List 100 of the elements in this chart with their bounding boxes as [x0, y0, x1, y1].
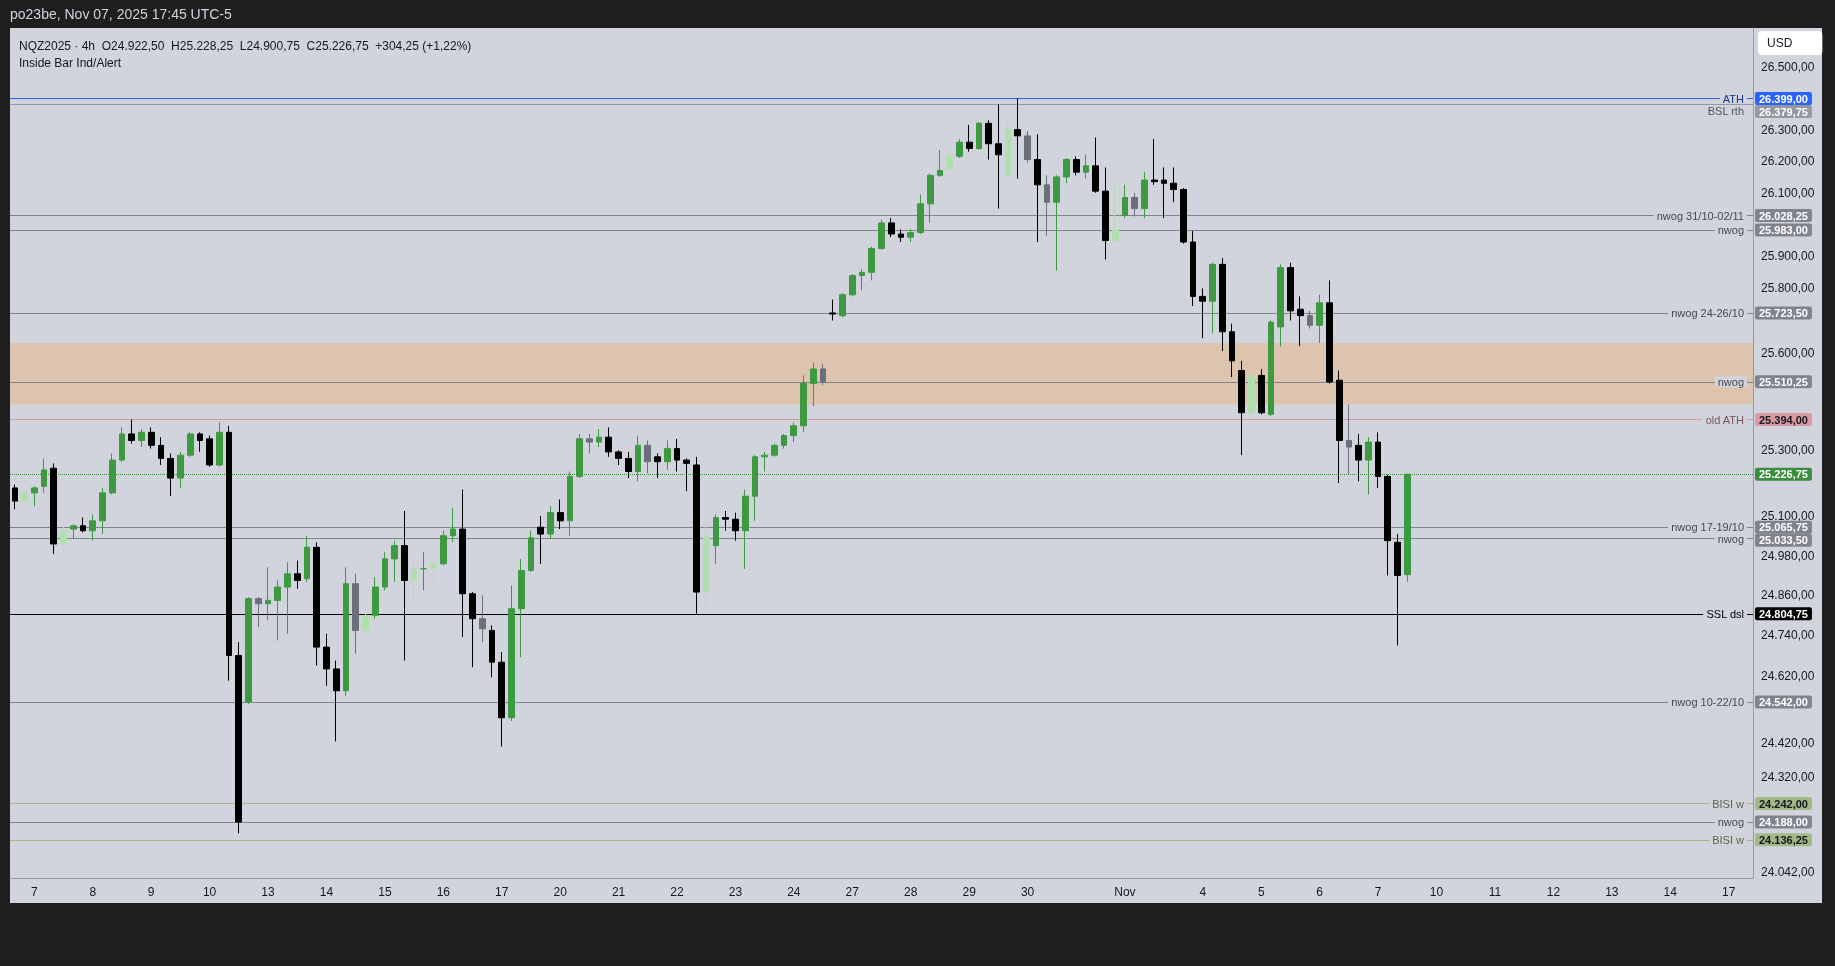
candlestick: [810, 361, 817, 407]
candlestick: [683, 457, 690, 492]
candlestick: [1229, 323, 1235, 378]
ref-line-label: nwog: [1717, 816, 1744, 829]
candlestick: [138, 428, 145, 448]
text: 25.723,50: [1759, 306, 1808, 319]
candlestick: [674, 438, 680, 473]
candlestick: [1316, 294, 1323, 344]
candlestick: [80, 517, 86, 533]
ref-line-label: nwog 10-22/10: [1671, 695, 1744, 708]
candlestick: [917, 193, 924, 235]
y-tick-label: 24.620,00: [1761, 668, 1815, 683]
candlestick: [868, 246, 875, 281]
x-tick-label: 30: [1020, 885, 1035, 899]
x-tick-label: 29: [962, 885, 977, 899]
candlestick: [1063, 157, 1070, 184]
candlestick: [1199, 287, 1206, 339]
candlestick: [1102, 166, 1109, 261]
candlestick: [849, 273, 856, 297]
x-tick-label: 14: [319, 885, 334, 899]
candlestick: [518, 558, 525, 658]
candlestick: [888, 217, 895, 238]
candlestick: [158, 436, 164, 466]
x-tick-label: 8: [89, 885, 97, 899]
x-tick-label: 14: [1663, 885, 1678, 899]
candlestick: [508, 584, 515, 722]
ref-line-label: nwog 17-19/10: [1671, 521, 1744, 534]
x-tick-label: 22: [670, 885, 685, 899]
candlestick: [722, 510, 729, 532]
x-tick-label: 15: [378, 885, 392, 899]
candlestick: [1034, 133, 1041, 243]
candlestick: [1005, 122, 1011, 179]
candlestick: [420, 551, 427, 591]
candlestick: [1170, 166, 1177, 203]
candlestick: [1268, 320, 1274, 417]
candlestick: [644, 439, 651, 474]
ref-line-label: nwog 31/10-02/11: [1656, 209, 1744, 222]
candlestick: [839, 292, 846, 318]
text: 24.188,00: [1759, 816, 1808, 829]
candlestick: [391, 540, 398, 583]
candlestick: [654, 453, 661, 479]
candlestick: [1083, 154, 1089, 179]
candlestick: [713, 513, 719, 565]
candlestick: [907, 228, 914, 243]
candlestick: [781, 433, 787, 450]
candlestick: [976, 121, 982, 151]
candlestick: [216, 422, 223, 468]
x-tick-label: 11: [1488, 885, 1502, 899]
y-tick-label: 25.100,00: [1761, 508, 1815, 523]
y-tick-label: 24.860,00: [1761, 588, 1815, 603]
candlestick: [878, 219, 885, 251]
text: 26.028,25: [1759, 209, 1808, 222]
candlestick: [1375, 431, 1381, 489]
x-tick-label: 7: [1374, 885, 1382, 899]
candlestick: [21, 490, 28, 504]
candlestick: [284, 561, 291, 635]
candlestick: [586, 433, 593, 455]
text: Inside Bar Ind/Alert: [19, 56, 122, 70]
y-tick-label: 25.800,00: [1761, 281, 1815, 296]
candlestick: [1326, 279, 1333, 384]
candlestick: [605, 426, 612, 458]
text: 24.136,25: [1759, 833, 1808, 846]
text: 26.399,00: [1759, 92, 1808, 105]
candlestick: [956, 138, 963, 159]
x-tick-label: 23: [728, 885, 743, 899]
y-tick-label: 26.200,00: [1761, 154, 1815, 169]
x-tick-label: 10: [202, 885, 217, 899]
candlestick: [352, 573, 359, 655]
candlestick: [615, 449, 622, 466]
candlestick: [966, 124, 973, 153]
x-tick-label: 10: [1429, 885, 1444, 899]
candlestick: [1297, 295, 1304, 347]
candlestick: [1190, 230, 1196, 307]
text: 25.983,00: [1759, 223, 1808, 236]
x-tick-label: 28: [904, 885, 918, 899]
text: 25.394,00: [1759, 413, 1808, 426]
text: 24.542,00: [1759, 695, 1808, 708]
x-tick-label: 12: [1546, 885, 1561, 899]
candlestick: [742, 489, 749, 570]
candlestick: [664, 439, 671, 471]
x-tick-label: 5: [1257, 885, 1265, 899]
candlestick: [1336, 370, 1343, 484]
candlestick: [274, 579, 281, 641]
candlestick: [732, 512, 739, 542]
x-tick-label: 7: [31, 885, 38, 899]
y-tick-label: 24.420,00: [1761, 736, 1815, 751]
candlestick: [70, 523, 77, 540]
candlestick: [829, 299, 836, 321]
text: 24.242,00: [1759, 797, 1808, 810]
candlestick: [800, 374, 807, 433]
candlestick: [1287, 262, 1294, 321]
candlestick: [547, 505, 554, 540]
candlestick: [1122, 184, 1128, 219]
candlestick: [985, 119, 992, 161]
candlestick: [167, 453, 174, 497]
candlestick: [245, 596, 252, 705]
candlestick: [1131, 192, 1138, 218]
candlestick: [372, 576, 379, 620]
x-tick-label: 27: [845, 885, 860, 899]
ref-line-label: BISI w: [1712, 797, 1745, 810]
